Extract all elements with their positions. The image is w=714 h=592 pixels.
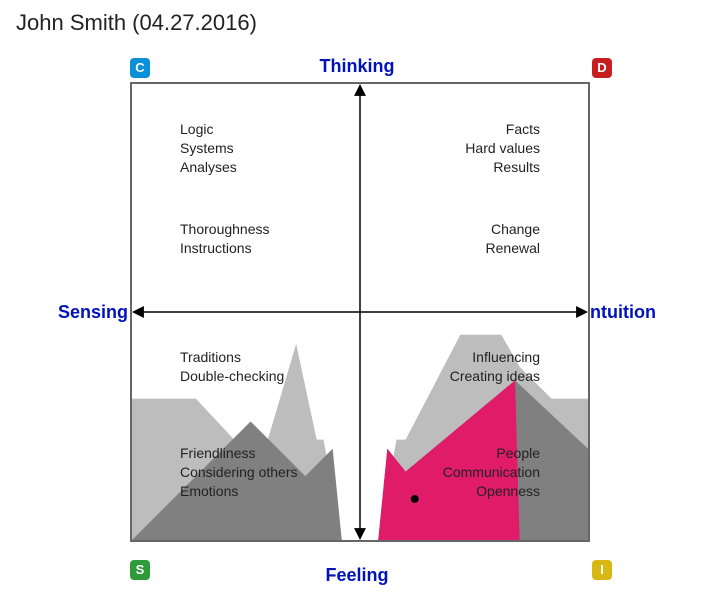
corner-badge-d: D <box>592 58 612 78</box>
q-tr-outer: FactsHard valuesResults <box>465 120 540 177</box>
q-tl-inner: ThoroughnessInstructions <box>180 220 270 258</box>
axis-label-left: Sensing <box>58 302 128 323</box>
q-br-inner: InfluencingCreating ideas <box>450 348 540 386</box>
q-br-outer: PeopleCommunicationOpenness <box>443 444 540 501</box>
axis-label-right: Intuition <box>585 302 656 323</box>
corner-badge-s: S <box>130 560 150 580</box>
corner-badge-i: I <box>592 560 612 580</box>
q-bl-inner: TraditionsDouble-checking <box>180 348 284 386</box>
axis-label-top: Thinking <box>320 56 395 77</box>
page-title: John Smith (04.27.2016) <box>16 10 257 36</box>
axis-label-bottom: Feeling <box>325 565 388 586</box>
q-tr-inner: ChangeRenewal <box>486 220 540 258</box>
plot-area: LogicSystemsAnalyses ThoroughnessInstruc… <box>130 82 590 542</box>
q-tl-outer: LogicSystemsAnalyses <box>180 120 237 177</box>
corner-badge-c: C <box>130 58 150 78</box>
personality-quadrant-chart: Thinking Feeling Sensing Intuition C D S… <box>0 50 714 592</box>
q-bl-outer: FriendlinessConsidering othersEmotions <box>180 444 298 501</box>
